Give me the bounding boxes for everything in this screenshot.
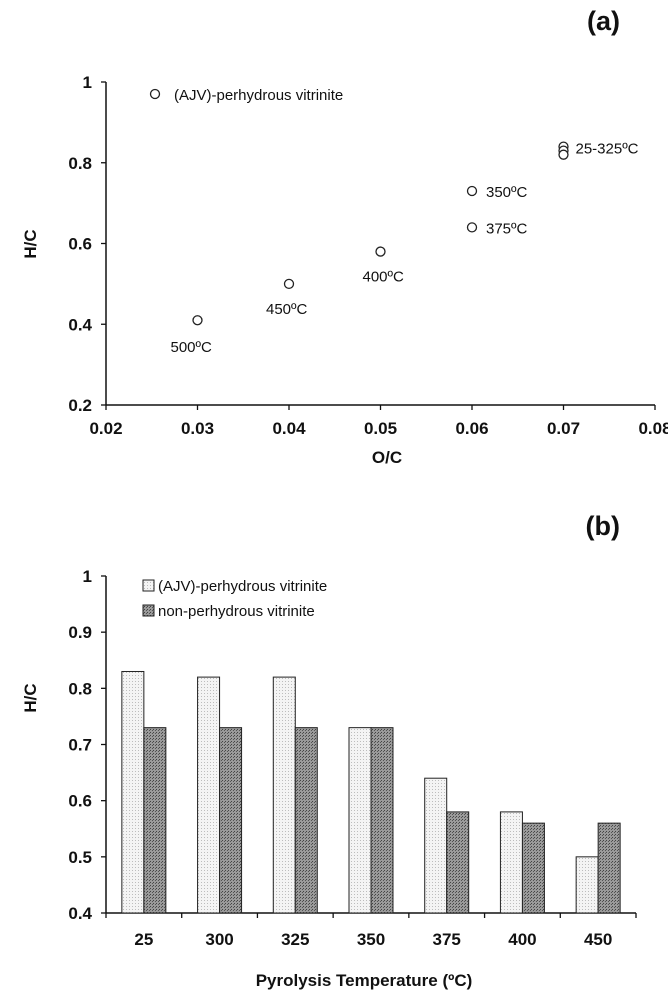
- panel-a-y-tick-label: 0.4: [68, 315, 92, 334]
- panel-b-y-tick-label: 0.6: [68, 792, 92, 811]
- panel-a-point: [466, 222, 478, 233]
- panel-b-bar: [597, 822, 621, 914]
- panel-b-x-tick-label: 350: [357, 930, 385, 949]
- panel-b-bar: [348, 727, 372, 914]
- panel-a-point: [283, 278, 295, 290]
- panel-a-x-tick-label: 0.07: [547, 419, 580, 438]
- panel-b-bar: [370, 727, 394, 914]
- panel-b-x-tick-label: 325: [281, 930, 309, 949]
- panel-b-x-tick-label: 300: [205, 930, 233, 949]
- panel-b-x-tick-label: 375: [433, 930, 461, 949]
- panel-a-point-label: 400ºC: [363, 269, 405, 286]
- panel-a-point-label: 500ºC: [171, 339, 213, 356]
- panel-b-legend-swatch: [142, 579, 155, 592]
- panel-a-y-tick-label: 0.2: [68, 396, 92, 415]
- panel-a-x-tick-label: 0.06: [455, 419, 488, 438]
- scatter-panel-a: (a) 0.02 0.03 0.04 0.05 0.06 0.07 0.08 0.20.40…: [21, 6, 668, 467]
- panel-b-bar: [575, 856, 599, 914]
- panel-b-x-tick-label: 400: [508, 930, 536, 949]
- panel-b-legend-swatch: [142, 604, 155, 617]
- panel-b-bar: [499, 811, 523, 914]
- panel-b-bar: [143, 727, 167, 914]
- bar-panel-b: (b) 0.4 0.5 0.6 0.7 0.8 0.9 1 25 300 325 350 375 40…: [21, 511, 637, 990]
- panel-a-point-label: 350ºC: [486, 184, 528, 201]
- panel-b-x-ticks: 25 300 325 350 375 400 450: [105, 913, 637, 949]
- panel-a-x-tick-label: 0.02: [89, 419, 122, 438]
- panel-a-point: [192, 315, 203, 326]
- panel-a-point: [466, 185, 478, 197]
- panel-a-y-axis-label: H/C: [21, 229, 40, 258]
- panel-b-bar: [294, 727, 318, 914]
- panel-a-y-tick-label: 1: [83, 73, 92, 92]
- panel-a-y-tick-label: 0.6: [68, 235, 92, 254]
- panel-b-label: (b): [586, 511, 620, 541]
- panel-b-bar: [424, 777, 448, 914]
- panel-a-y-tick-label: 0.8: [68, 154, 92, 173]
- panel-b-bar: [121, 670, 145, 914]
- panel-a-x-ticks: 0.02 0.03 0.04 0.05 0.06 0.07 0.08: [89, 405, 668, 438]
- panel-a-x-axis-label: O/C: [372, 448, 402, 467]
- panel-b-bar: [521, 822, 545, 914]
- panel-a-axes: [105, 82, 655, 406]
- panel-b-bar: [219, 727, 243, 914]
- panel-b-y-axis-label: H/C: [21, 683, 40, 712]
- panel-b-y-tick-label: 0.9: [68, 623, 92, 642]
- panel-a-x-tick-label: 0.05: [364, 419, 397, 438]
- panel-b-legend-label: non-perhydrous vitrinite: [158, 603, 315, 620]
- panel-b-y-ticks: 0.4 0.5 0.6 0.7 0.8 0.9 1: [68, 567, 106, 923]
- panel-b-y-tick-label: 1: [83, 567, 92, 586]
- panel-a-point-labels: 25-325ºC 350ºC 375ºC 400ºC 450ºC 500ºC: [171, 141, 639, 357]
- panel-a-point-label: 450ºC: [266, 301, 308, 318]
- panel-b-y-tick-label: 0.5: [68, 848, 92, 867]
- panel-a-point: [558, 149, 569, 160]
- panel-a-legend-marker: [149, 88, 161, 100]
- panel-b-bar: [197, 676, 221, 914]
- panel-a-x-tick-label: 0.04: [272, 419, 306, 438]
- panel-a-x-tick-label: 0.08: [638, 419, 668, 438]
- panel-b-x-axis-label: Pyrolysis Temperature (ºC): [256, 971, 473, 990]
- panel-a-y-ticks: 0.2 0.4 0.6 0.8 1: [68, 73, 106, 415]
- panel-b-y-tick-label: 0.7: [68, 736, 92, 755]
- panel-b-legend-label: (AJV)-perhydrous vitrinite: [158, 578, 327, 595]
- panel-b-bar: [272, 676, 296, 914]
- panel-b-bars: [121, 670, 621, 914]
- panel-b-y-tick-label: 0.4: [68, 904, 92, 923]
- panel-b-x-tick-label: 450: [584, 930, 612, 949]
- panel-b-legend: (AJV)-perhydrous vitrinite non-perhydrous…: [142, 578, 327, 620]
- panel-b-x-tick-label: 25: [134, 930, 153, 949]
- panel-a-point-label: 25-325ºC: [576, 141, 639, 158]
- panel-a-x-tick-label: 0.03: [181, 419, 214, 438]
- panel-a-point-label: 375ºC: [486, 220, 528, 237]
- panel-a-point: [375, 246, 386, 257]
- panel-a-legend-label: (AJV)-perhydrous vitrinite: [174, 87, 343, 104]
- panel-a-points: [192, 141, 569, 326]
- panel-b-y-tick-label: 0.8: [68, 679, 92, 698]
- panel-b-bar: [446, 811, 470, 914]
- panel-a-label: (a): [587, 6, 620, 36]
